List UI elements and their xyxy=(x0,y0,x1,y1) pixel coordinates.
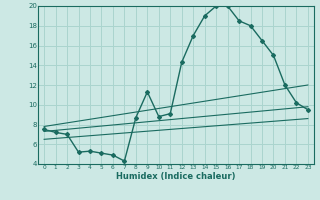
X-axis label: Humidex (Indice chaleur): Humidex (Indice chaleur) xyxy=(116,172,236,181)
